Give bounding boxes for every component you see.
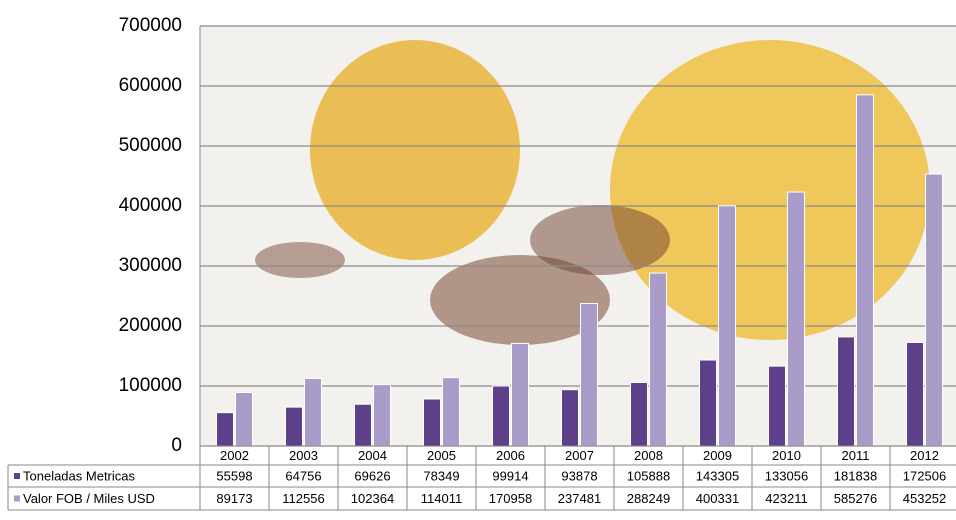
y-tick-label: 200000 bbox=[119, 315, 182, 336]
table-value: 133056 bbox=[765, 468, 808, 483]
x-tick-label: 2012 bbox=[910, 448, 939, 463]
y-tick-label: 300000 bbox=[119, 255, 182, 276]
table-value: 237481 bbox=[558, 491, 601, 506]
bar bbox=[235, 391, 253, 447]
bar bbox=[837, 336, 855, 447]
table-value: 55598 bbox=[216, 468, 252, 483]
x-tick-label: 2011 bbox=[842, 448, 870, 463]
x-tick-label: 2004 bbox=[358, 448, 387, 463]
table-value: 69626 bbox=[354, 468, 390, 483]
table-value: 114011 bbox=[421, 491, 462, 506]
table-value: 93878 bbox=[561, 468, 597, 483]
bar bbox=[304, 377, 322, 447]
table-value: 99914 bbox=[492, 468, 528, 483]
legend-swatch bbox=[14, 473, 20, 479]
bar bbox=[630, 381, 648, 447]
background-photo bbox=[200, 26, 956, 446]
legend-label: Valor FOB / Miles USD bbox=[23, 491, 155, 506]
bar bbox=[580, 303, 598, 447]
bar bbox=[216, 412, 234, 447]
table-value: 288249 bbox=[627, 491, 670, 506]
bar bbox=[492, 385, 510, 447]
bar bbox=[768, 365, 786, 447]
table-value: 78349 bbox=[423, 468, 459, 483]
table-value: 89173 bbox=[216, 491, 252, 506]
table-value: 170958 bbox=[489, 491, 532, 506]
x-tick-label: 2009 bbox=[703, 448, 732, 463]
data-table: 2002 55598 89173 2003 64756 112556 2004 69626 10… bbox=[7, 445, 956, 511]
legend-swatch bbox=[14, 495, 20, 502]
y-tick-label: 500000 bbox=[119, 135, 182, 156]
cocoa-beans bbox=[530, 205, 670, 275]
bar bbox=[649, 272, 667, 447]
y-tick-label: 100000 bbox=[119, 375, 182, 396]
bar bbox=[906, 341, 924, 447]
y-tick-label: 400000 bbox=[119, 195, 182, 216]
table-value: 143305 bbox=[696, 468, 739, 483]
legend-label: Toneladas Metricas bbox=[23, 468, 135, 483]
bar bbox=[285, 406, 303, 447]
x-tick-label: 2005 bbox=[427, 448, 456, 463]
cocoa-beans bbox=[430, 255, 610, 345]
cocoa-pod bbox=[610, 40, 930, 340]
bar bbox=[787, 191, 805, 447]
bar bbox=[373, 384, 391, 447]
bar bbox=[856, 94, 874, 447]
bar bbox=[925, 173, 943, 447]
bar bbox=[561, 389, 579, 447]
y-tick-label: 600000 bbox=[119, 75, 182, 96]
table-value: 102364 bbox=[351, 491, 394, 506]
y-tick-label: 0 bbox=[171, 435, 182, 456]
table-value: 172506 bbox=[903, 468, 946, 483]
y-tick-label: 700000 bbox=[119, 15, 182, 36]
x-tick-label: 2006 bbox=[496, 448, 525, 463]
x-tick-label: 2002 bbox=[220, 448, 249, 463]
bar bbox=[442, 377, 460, 447]
cocoa-pod bbox=[310, 40, 520, 260]
table-value: 585276 bbox=[834, 491, 877, 506]
bar bbox=[699, 359, 717, 447]
bar bbox=[511, 342, 529, 447]
x-tick-label: 2008 bbox=[634, 448, 663, 463]
table-value: 400331 bbox=[696, 491, 739, 506]
bar bbox=[718, 205, 736, 447]
table-value: 105888 bbox=[627, 468, 670, 483]
table-value: 64756 bbox=[285, 468, 321, 483]
table-value: 112556 bbox=[282, 491, 324, 506]
x-tick-label: 2003 bbox=[289, 448, 318, 463]
table-value: 181838 bbox=[834, 468, 877, 483]
table-value: 423211 bbox=[765, 491, 807, 506]
table-value: 453252 bbox=[903, 491, 946, 506]
x-tick-label: 2007 bbox=[565, 448, 594, 463]
bar bbox=[423, 398, 441, 447]
bar bbox=[354, 403, 372, 447]
x-tick-label: 2010 bbox=[772, 448, 801, 463]
cocoa-beans bbox=[255, 242, 345, 278]
